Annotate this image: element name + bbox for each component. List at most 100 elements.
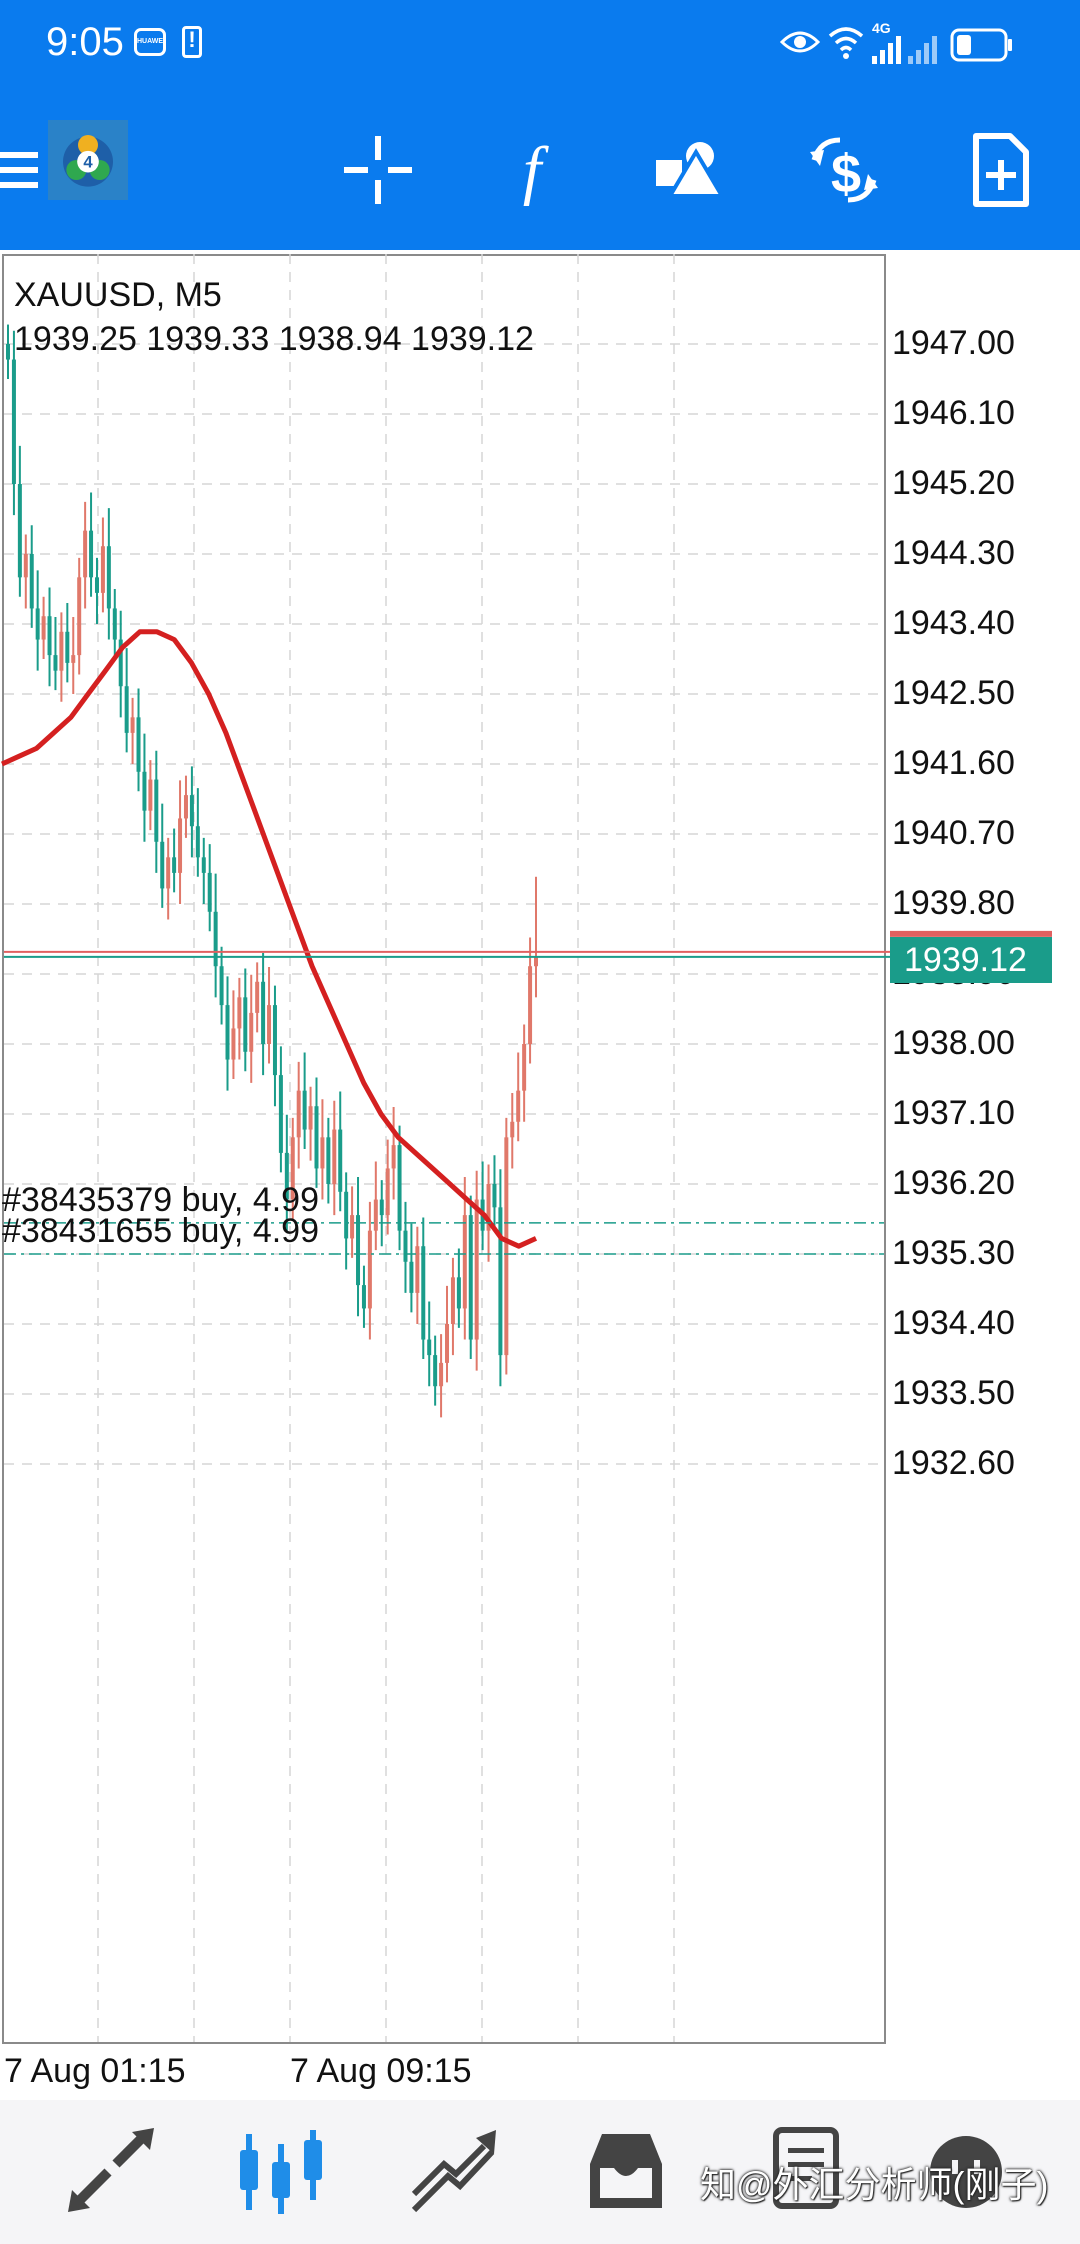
candle-body xyxy=(504,1137,509,1356)
candle-body xyxy=(344,1191,349,1239)
huawei-app-icon: HUAWEI xyxy=(134,28,166,56)
candle-body xyxy=(332,1129,337,1184)
status-bar: 9:05 HUAWEI 4G xyxy=(0,0,1080,90)
candle-body xyxy=(142,771,147,811)
price-axis-label: 1933.50 xyxy=(892,1374,1015,1412)
objects-button[interactable] xyxy=(648,130,728,210)
price-axis-label: 1945.20 xyxy=(892,464,1015,502)
price-axis-label: 1940.70 xyxy=(892,814,1015,852)
alert-icon xyxy=(182,26,202,58)
chart-frame xyxy=(2,254,886,2044)
candle-body xyxy=(249,1012,254,1052)
price-chart[interactable] xyxy=(0,252,1080,2052)
candle-body xyxy=(528,966,533,1044)
candle-body xyxy=(23,554,28,578)
candle-body xyxy=(361,1285,366,1309)
candle-body xyxy=(290,1137,295,1200)
chart-icon xyxy=(240,2130,322,2214)
candle-body xyxy=(6,344,10,360)
candle-body xyxy=(427,1339,432,1356)
price-axis-label: 1938.00 xyxy=(892,1024,1015,1062)
new-order-icon xyxy=(973,133,1029,207)
candle-body xyxy=(308,1106,313,1130)
candle-body xyxy=(379,1199,384,1216)
metatrader-logo-icon: 4 xyxy=(48,120,128,200)
network-type-label: 4G xyxy=(872,20,891,36)
candle-body xyxy=(486,1184,491,1231)
candle-body xyxy=(522,1044,527,1091)
time-axis-label: 7 Aug 01:15 xyxy=(4,2052,186,2090)
candle-body xyxy=(195,826,200,858)
svg-text:f: f xyxy=(523,134,549,207)
time-axis-label: 7 Aug 09:15 xyxy=(290,2052,472,2090)
candle-body xyxy=(367,1230,372,1309)
nav-messages[interactable] xyxy=(754,2124,854,2220)
candle-body xyxy=(231,1028,236,1060)
nav-settings[interactable] xyxy=(916,2124,1016,2220)
menu-button[interactable] xyxy=(0,130,38,210)
candle-body xyxy=(11,359,16,484)
candle-body xyxy=(421,1246,426,1340)
function-icon: f xyxy=(523,134,549,207)
chart-symbol-title: XAUUSD, M5 xyxy=(14,276,222,314)
watermark-text: 知@外汇分析师(刚子) xyxy=(700,2164,1049,2205)
price-axis-label: 1944.30 xyxy=(892,534,1015,572)
candle-body xyxy=(397,1145,402,1231)
candle-body xyxy=(278,1075,283,1153)
candle-body xyxy=(47,616,52,656)
candle-body xyxy=(516,1090,521,1122)
candle-body xyxy=(456,1277,461,1309)
order-label[interactable]: #38431655 buy, 4.99 xyxy=(2,1212,319,1250)
candle-body xyxy=(409,1261,414,1293)
indicators-button[interactable]: f xyxy=(492,130,572,210)
candle-body xyxy=(373,1199,378,1231)
candle-body xyxy=(29,554,34,609)
quotes-icon xyxy=(68,2128,154,2212)
svg-text:$: $ xyxy=(831,144,861,204)
candle-body xyxy=(237,997,242,1029)
candle-body xyxy=(474,1199,479,1340)
new-order-button[interactable] xyxy=(960,130,1040,210)
signal-icon xyxy=(872,36,937,64)
nav-chart[interactable] xyxy=(232,2124,332,2220)
candle-body xyxy=(272,1005,277,1076)
price-axis-label: 1932.60 xyxy=(892,1444,1015,1482)
candle-body xyxy=(462,1215,467,1309)
ask-price-marker xyxy=(890,930,1052,937)
moving-average-line xyxy=(0,629,538,1249)
crosshair-button[interactable] xyxy=(338,130,418,210)
candle-body xyxy=(433,1355,438,1387)
candle-body xyxy=(243,997,248,1052)
candle-body xyxy=(41,616,46,640)
candle-body xyxy=(302,1090,307,1130)
candle-body xyxy=(510,1121,515,1138)
metatrader-logo[interactable]: 4 xyxy=(48,120,144,216)
candle-body xyxy=(267,1005,272,1044)
chart-area[interactable]: XAUUSD, M5 1939.25 1939.33 1938.94 1939.… xyxy=(0,252,1080,2112)
candle-body xyxy=(385,1168,390,1216)
nav-trade[interactable] xyxy=(404,2124,504,2220)
candle-body xyxy=(118,639,123,687)
candle-body xyxy=(498,1207,503,1356)
eye-icon xyxy=(780,31,820,53)
nav-quotes[interactable] xyxy=(62,2124,162,2220)
current-price-label: 1939.12 xyxy=(890,936,1052,983)
candle-body xyxy=(296,1090,301,1138)
candle-body xyxy=(112,608,117,640)
candle-body xyxy=(445,1324,450,1363)
price-axis-label: 1947.00 xyxy=(892,324,1015,362)
trade-button[interactable]: $ xyxy=(804,130,884,210)
order-label[interactable]: #38435379 buy, 4.99 xyxy=(2,1180,319,1219)
candle-body xyxy=(356,1215,361,1286)
candle-body xyxy=(213,911,218,967)
candle-body xyxy=(391,1145,396,1169)
candle-body xyxy=(77,577,82,656)
price-axis-label: 1941.60 xyxy=(892,744,1015,782)
candle-body xyxy=(124,686,129,733)
svg-text:4: 4 xyxy=(83,153,93,172)
candle-body xyxy=(450,1277,455,1324)
candle-body xyxy=(261,981,266,1044)
nav-history[interactable] xyxy=(576,2124,676,2220)
trade-icon xyxy=(411,2130,496,2213)
candle-body xyxy=(468,1215,473,1340)
